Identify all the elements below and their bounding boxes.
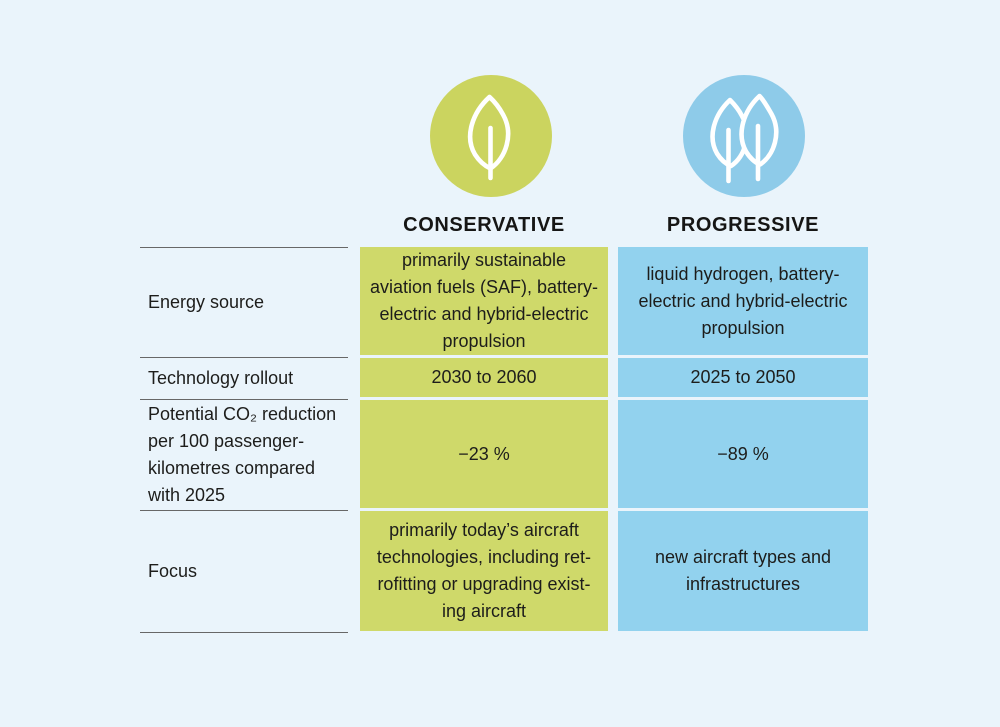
cell-conservative-co2-reduction: −23 % — [360, 400, 608, 508]
row-label-focus: Focus — [140, 510, 348, 632]
row-label-energy-source: Energy source — [140, 247, 348, 357]
cell-progressive-co2-reduction: −89 % — [618, 400, 868, 508]
double-leaf-icon — [710, 93, 779, 184]
cell-conservative-technology-rollout: 2030 to 2060 — [360, 358, 608, 397]
progressive-scenario-badge — [683, 75, 805, 197]
row-label-text: Focus — [148, 561, 198, 581]
progressive-column-header: PROGRESSIVE — [666, 214, 820, 236]
row-label-technology-rollout: Technology rollout — [140, 357, 348, 399]
row-label-text: Potential CO₂ reduction per 100 passenge… — [148, 404, 337, 505]
conservative-column-header: CONSERVATIVE — [403, 214, 565, 236]
row-label-text: Energy source — [148, 292, 265, 312]
label-column-bottom-divider — [140, 632, 348, 633]
cell-progressive-technology-rollout: 2025 to 2050 — [618, 358, 868, 397]
cell-conservative-focus: primarily today’s aircraft technologies,… — [360, 511, 608, 631]
conservative-scenario-badge — [430, 75, 552, 197]
cell-conservative-energy-source: primarily sustainable aviation fuels (SA… — [360, 247, 608, 355]
single-leaf-icon — [467, 94, 511, 181]
row-label-co2-reduction: Potential CO₂ reduction per 100 passenge… — [140, 399, 348, 510]
row-label-text: Technology rollout — [148, 368, 294, 388]
cell-progressive-energy-source: liquid hydrogen, battery- electric and h… — [618, 247, 868, 355]
cell-progressive-focus: new aircraft types and infrastructures — [618, 511, 868, 631]
